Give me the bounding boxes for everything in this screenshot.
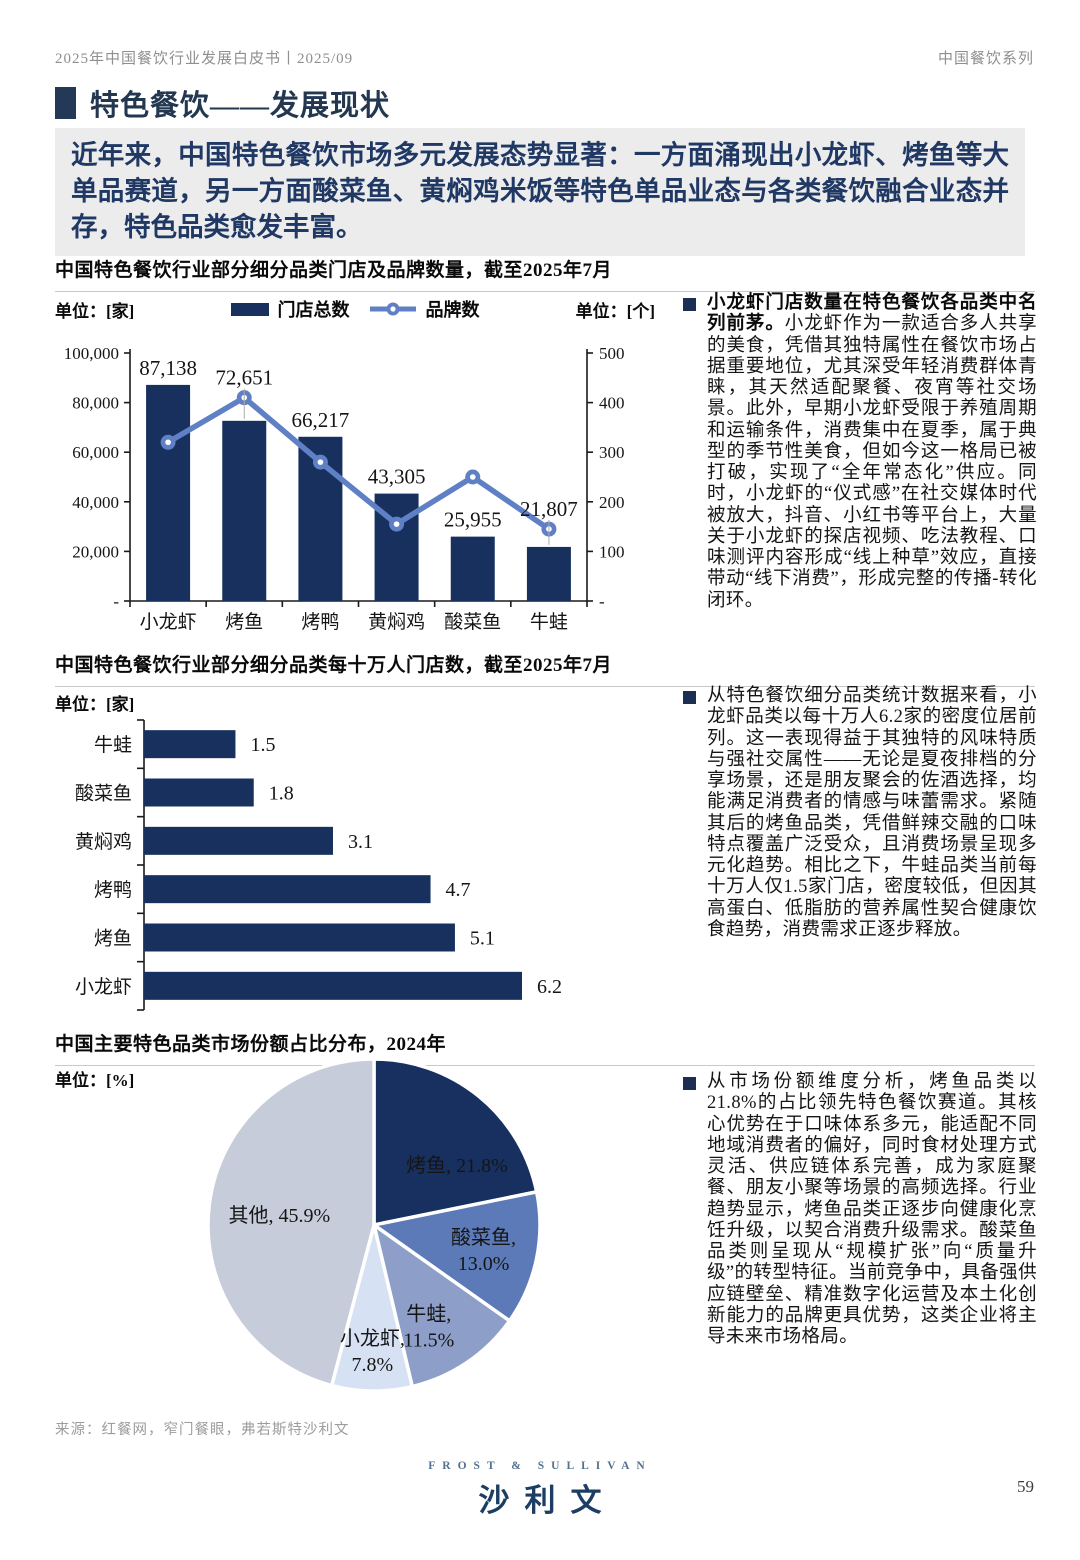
svg-text:60,000: 60,000 — [72, 443, 119, 462]
bullet-1-body: 小龙虾作为一款适合多人共享的美食，凭借其独特属性在餐饮市场占据重要地位，尤其深受… — [707, 314, 1037, 611]
svg-text:黄焖鸡: 黄焖鸡 — [75, 831, 132, 853]
section2-title: 中国特色餐饮行业部分细分品类每十万人门店数，截至2025年7月 — [55, 650, 1035, 687]
svg-text:烤鸭: 烤鸭 — [94, 879, 132, 901]
svg-text:40,000: 40,000 — [72, 493, 119, 512]
bar-value-label: 72,651 — [215, 366, 273, 390]
hbar-value-label: 1.8 — [269, 783, 294, 805]
bullet-3-text: 从市场份额维度分析，烤鱼品类以21.8%的占比领先特色餐饮赛道。其核心优势在于口… — [707, 1072, 1037, 1348]
bullet-2: 从特色餐饮细分品类统计数据来看，小龙虾品类以每十万人6.2家的密度位居前列。这一… — [683, 686, 1037, 941]
bullet-2-text: 从特色餐饮细分品类统计数据来看，小龙虾品类以每十万人6.2家的密度位居前列。这一… — [707, 686, 1037, 941]
chart3-unit: 单位：[%] — [55, 1071, 135, 1090]
legend-bar-swatch — [230, 302, 269, 316]
hbar-烤鸭 — [144, 875, 431, 904]
bullet-3: 从市场份额维度分析，烤鱼品类以21.8%的占比领先特色餐饮赛道。其核心优势在于口… — [683, 1072, 1037, 1348]
bullet-1-text: 小龙虾门店数量在特色餐饮各品类中名列前茅。小龙虾作为一款适合多人共享的美食，凭借… — [707, 293, 1037, 612]
svg-text:300: 300 — [599, 443, 625, 462]
svg-text:-: - — [113, 592, 119, 611]
page-title: 特色餐饮——发展现状 — [90, 90, 391, 122]
pie-slice-牛蛙 — [372, 1223, 512, 1389]
bar-烤鱼 — [222, 420, 267, 601]
chart1-header: 单位：[家] 门店总数 品牌数 单位：[个] — [55, 296, 655, 322]
bar-value-label: 66,217 — [292, 408, 350, 432]
hbar-酸菜鱼 — [144, 778, 254, 807]
frost-sullivan-logo: FROST & SULLIVAN 沙利文 — [0, 1460, 1080, 1520]
hbar-value-label: 4.7 — [446, 879, 471, 901]
hbar-value-label: 1.5 — [250, 734, 275, 756]
bar-value-label: 21,807 — [520, 497, 578, 521]
logo-cjk-text: 沙利文 — [478, 1483, 617, 1518]
page-title-row: 特色餐饮——发展现状 — [55, 82, 390, 124]
bullet-1-lead: 小龙虾门店数量在特色餐饮各品类中名列前茅。 — [707, 293, 1037, 335]
pie-label-牛蛙: 牛蛙, 11.5% — [403, 1302, 454, 1351]
pie-slice-酸菜鱼 — [372, 1190, 542, 1323]
svg-text:烤鱼: 烤鱼 — [94, 928, 132, 950]
svg-text:-: - — [599, 592, 605, 611]
svg-text:20,000: 20,000 — [72, 542, 119, 561]
bullet-1: 小龙虾门店数量在特色餐饮各品类中名列前茅。小龙虾作为一款适合多人共享的美食，凭借… — [683, 293, 1037, 612]
bar-value-label: 25,955 — [444, 508, 502, 532]
hbar-value-label: 3.1 — [348, 831, 373, 853]
bullet-2-body: 从特色餐饮细分品类统计数据来看，小龙虾品类以每十万人6.2家的密度位居前列。这一… — [707, 686, 1037, 940]
svg-text:酸菜鱼: 酸菜鱼 — [75, 783, 132, 805]
chart2-unit: 单位：[家] — [55, 695, 135, 714]
svg-text:牛蛙: 牛蛙 — [94, 734, 132, 756]
header-right-text: 中国餐饮系列 — [937, 51, 1034, 67]
legend-label-brands: 品牌数 — [425, 300, 480, 320]
svg-text:烤鸭: 烤鸭 — [301, 611, 339, 633]
page-number: 59 — [1017, 1477, 1034, 1496]
svg-text:酸菜鱼: 酸菜鱼 — [444, 611, 501, 633]
hbar-小龙虾 — [144, 971, 522, 1000]
chart1-unit-left: 单位：[家] — [55, 301, 135, 321]
pie-label-烤鱼: 烤鱼, 21.8% — [406, 1154, 508, 1177]
market-share-pie-chart: 烤鱼, 21.8% 酸菜鱼, 13.0% 牛蛙, 11.5%小龙虾, 7.8% 其他, 45… — [206, 1057, 542, 1393]
pie-slice-其他 — [206, 1057, 376, 1388]
stores-brands-combo-chart: 100,000 80,000 60,000 40,000 20,000 - 500 400 30… — [64, 344, 625, 633]
pie-label-小龙虾: 小龙虾, 7.8% — [340, 1327, 405, 1376]
bar-value-label: 43,305 — [368, 465, 426, 489]
svg-text:烤鱼: 烤鱼 — [225, 611, 263, 633]
intro-highlight: 近年来，中国特色餐饮市场多元发展态势显著：一方面涌现出小龙虾、烤鱼等大单品赛道，… — [55, 128, 1025, 257]
svg-text:牛蛙: 牛蛙 — [530, 611, 568, 633]
pie-slice-烤鱼 — [372, 1057, 539, 1227]
hbar-烤鱼 — [144, 923, 455, 952]
bullet-square-icon — [683, 1077, 696, 1090]
svg-text:500: 500 — [599, 344, 625, 363]
bar-value-label: 87,138 — [139, 356, 197, 380]
bar-小龙虾 — [146, 384, 191, 601]
title-accent-square — [55, 87, 76, 119]
pie-label-其他: 其他, 45.9% — [229, 1204, 331, 1227]
hbar-value-label: 6.2 — [537, 976, 562, 998]
svg-text:黄焖鸡: 黄焖鸡 — [368, 611, 425, 633]
hbar-牛蛙 — [144, 730, 236, 759]
legend-line-swatch — [369, 302, 416, 316]
svg-text:80,000: 80,000 — [72, 394, 119, 413]
bullet-square-icon — [683, 691, 696, 704]
section3-title: 中国主要特色品类市场份额占比分布，2024年 — [55, 1029, 1035, 1066]
svg-text:小龙虾: 小龙虾 — [75, 976, 132, 998]
section1-title: 中国特色餐饮行业部分细分品类门店及品牌数量，截至2025年7月 — [55, 255, 1035, 292]
hbar-value-label: 5.1 — [470, 928, 495, 950]
svg-text:小龙虾: 小龙虾 — [140, 611, 197, 633]
bullet-3-body: 从市场份额维度分析，烤鱼品类以21.8%的占比领先特色餐饮赛道。其核心优势在于口… — [707, 1072, 1037, 1348]
bar-牛蛙 — [526, 546, 571, 601]
chart1-unit-right: 单位：[个] — [575, 301, 655, 321]
svg-text:100: 100 — [599, 542, 625, 561]
svg-text:400: 400 — [599, 394, 625, 413]
source-note: 来源：红餐网，窄门餐眼，弗若斯特沙利文 — [55, 1422, 350, 1438]
hbar-黄焖鸡 — [144, 826, 333, 855]
header-left-text: 2025年中国餐饮行业发展白皮书丨2025/09 — [55, 51, 354, 67]
legend-label-stores: 门店总数 — [277, 300, 350, 320]
stores-per-100k-bar-chart: 牛蛙 1.5 酸菜鱼 1.8 黄焖鸡 3.1 烤鸭 4.7 烤鱼 5.1 小龙虾 6.2 — [75, 719, 562, 1011]
logo-latin-text: FROST & SULLIVAN — [428, 1460, 652, 1472]
brand-count-line — [166, 394, 551, 532]
bullet-square-icon — [683, 298, 696, 311]
bar-酸菜鱼 — [450, 536, 495, 601]
chart1-legend: 门店总数 品牌数 — [230, 296, 480, 322]
pie-label-酸菜鱼: 酸菜鱼, 13.0% — [451, 1226, 516, 1275]
svg-text:200: 200 — [599, 493, 625, 512]
svg-text:100,000: 100,000 — [64, 344, 119, 363]
